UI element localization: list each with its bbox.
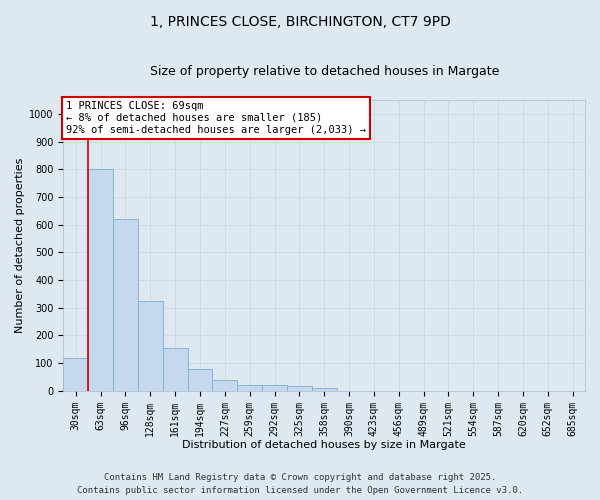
Bar [287,386,312,391]
Bar [188,368,212,391]
Y-axis label: Number of detached properties: Number of detached properties [15,158,25,333]
Text: 1, PRINCES CLOSE, BIRCHINGTON, CT7 9PD: 1, PRINCES CLOSE, BIRCHINGTON, CT7 9PD [149,15,451,29]
Title: Size of property relative to detached houses in Margate: Size of property relative to detached ho… [149,65,499,78]
Bar [312,388,337,391]
Bar [88,170,113,391]
Bar [237,385,262,391]
X-axis label: Distribution of detached houses by size in Margate: Distribution of detached houses by size … [182,440,466,450]
Bar [262,386,287,391]
Bar [212,380,237,391]
Bar [138,301,163,391]
Bar [113,219,138,391]
Bar [64,358,88,391]
Bar [163,348,188,391]
Text: 1 PRINCES CLOSE: 69sqm
← 8% of detached houses are smaller (185)
92% of semi-det: 1 PRINCES CLOSE: 69sqm ← 8% of detached … [66,102,366,134]
Text: Contains HM Land Registry data © Crown copyright and database right 2025.
Contai: Contains HM Land Registry data © Crown c… [77,474,523,495]
